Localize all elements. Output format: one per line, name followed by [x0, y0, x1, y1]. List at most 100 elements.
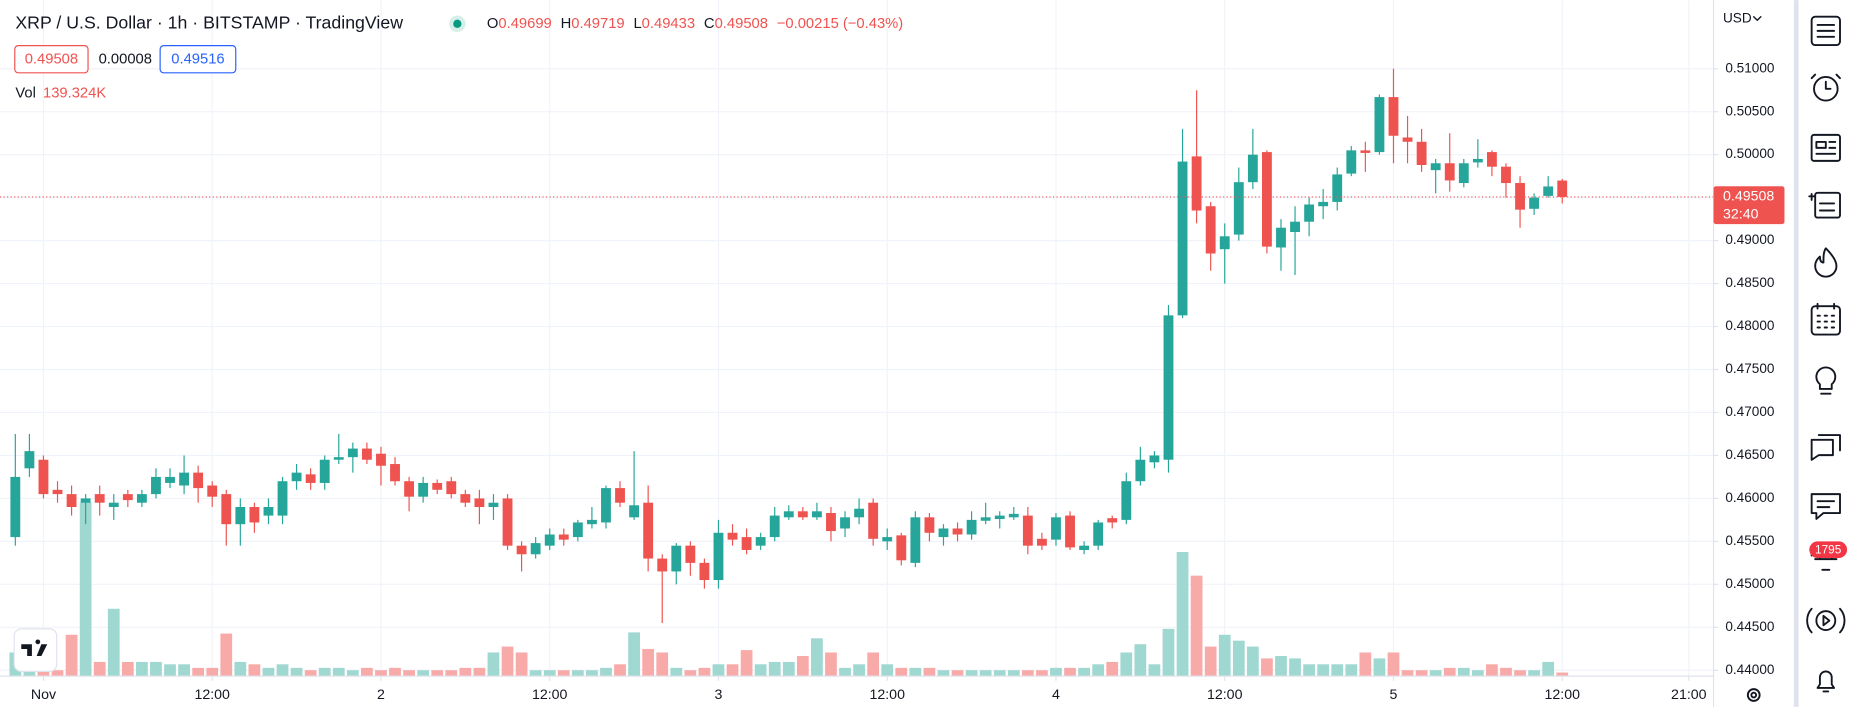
icon-circle[interactable]: [1815, 610, 1837, 631]
icon-lines[interactable]: [1815, 141, 1837, 155]
candle-body: [24, 451, 35, 469]
candle-body: [924, 517, 935, 533]
currency-select[interactable]: USD: [1723, 11, 1752, 26]
chats-icon[interactable]: [1810, 434, 1841, 461]
icon-grid[interactable]: [1816, 302, 1836, 329]
logo-box[interactable]: [13, 628, 58, 672]
spread: 0.00008: [99, 52, 152, 68]
icon-frame[interactable]: [1814, 191, 1841, 219]
logo[interactable]: [21, 639, 48, 657]
watchlist-icon[interactable]: [1810, 15, 1841, 47]
volume-bar: [178, 664, 190, 677]
icon-clock[interactable]: [1813, 76, 1839, 102]
volume-bar: [1345, 664, 1358, 677]
candle-body: [1149, 455, 1160, 463]
candle-body: [80, 498, 91, 503]
streams-icon[interactable]: [1806, 607, 1846, 634]
volume-bar: [1317, 664, 1330, 677]
help-icon[interactable]: [1816, 670, 1836, 693]
x-tick-label: Nov: [31, 687, 57, 703]
ohlc-value: 0.49508: [715, 16, 768, 32]
candle-body: [1079, 545, 1090, 550]
icon-bubble[interactable]: [1810, 493, 1841, 520]
volume-bar: [487, 652, 500, 677]
candle-body: [1276, 227, 1286, 248]
news-icon[interactable]: [1810, 133, 1841, 162]
hotlist-icon[interactable]: [1814, 247, 1838, 278]
badge[interactable]: [1809, 541, 1848, 558]
candle-body: [1247, 154, 1258, 183]
bid-price[interactable]: 0.49508: [25, 52, 78, 68]
icon-frame[interactable]: [1810, 305, 1841, 336]
status-dot: [453, 19, 462, 28]
volume-bar: [965, 670, 978, 677]
x-tick-label: 12:00: [532, 687, 568, 703]
icon-flame[interactable]: [1814, 247, 1838, 278]
bid-box[interactable]: [14, 45, 89, 74]
volume-bar: [557, 670, 570, 677]
candle-body: [938, 528, 949, 538]
y-tick-label: 0.45000: [1725, 576, 1775, 591]
volume-bar: [839, 667, 851, 677]
volume-bar: [459, 667, 472, 677]
volume-bar: [796, 656, 809, 677]
icon-bell[interactable]: [1816, 670, 1836, 693]
volume-bar: [543, 670, 556, 677]
icon-frame[interactable]: [1810, 15, 1841, 47]
candle-body: [797, 511, 808, 518]
candle-body: [1093, 522, 1104, 546]
candle-body: [52, 489, 63, 495]
volume-bar: [417, 670, 430, 677]
volume-bar: [586, 670, 598, 677]
calendar-icon[interactable]: [1810, 302, 1841, 336]
candle-body: [811, 511, 822, 518]
candle-body: [305, 474, 316, 483]
volume-bar: [993, 670, 1006, 677]
volume-bar: [1401, 670, 1414, 677]
candle-body: [66, 494, 77, 507]
candle-body: [319, 459, 330, 483]
messages-icon[interactable]: [1810, 493, 1841, 520]
candle-body: [826, 513, 836, 532]
ask-box[interactable]: [159, 45, 237, 74]
datawindow-icon[interactable]: [1808, 191, 1841, 219]
ohlc-label: L: [633, 16, 641, 32]
last-price-tag: [1713, 186, 1785, 225]
icon-play[interactable]: [1806, 607, 1846, 634]
ask-price[interactable]: 0.49516: [171, 52, 224, 68]
settings-icon[interactable]: [1746, 688, 1761, 702]
currency-chevron[interactable]: [1753, 15, 1762, 21]
alerts-icon[interactable]: [1810, 73, 1841, 102]
icon-lines[interactable]: [1816, 24, 1836, 38]
icon-bulb[interactable]: [1815, 366, 1837, 395]
candle-body: [10, 476, 21, 538]
candle-body: [1233, 182, 1244, 235]
candle-body: [1416, 141, 1427, 165]
ideas-icon[interactable]: [1815, 366, 1837, 395]
candle-body: [952, 528, 963, 535]
candle-body: [361, 448, 372, 460]
symbol-title[interactable]: XRP / U.S. Dollar · 1h · BITSTAMP · Trad…: [15, 12, 403, 32]
icon-frame[interactable]: [1810, 133, 1841, 162]
y-tick-label: 0.50000: [1725, 146, 1775, 161]
volume-label: Vol: [15, 85, 36, 101]
candle-body: [108, 502, 119, 507]
candle-body: [966, 519, 977, 535]
icon-bubbles[interactable]: [1810, 434, 1841, 461]
volume-bar: [754, 664, 767, 677]
candle-body: [1163, 315, 1174, 460]
candle-body: [151, 476, 161, 495]
candle-body: [460, 494, 471, 503]
volume-bar: [65, 634, 78, 677]
volume-bar: [1443, 667, 1456, 677]
icon-hands[interactable]: [1810, 73, 1841, 90]
gear-center[interactable]: [1750, 691, 1758, 699]
gear[interactable]: [1746, 688, 1761, 702]
candle-body: [1360, 150, 1371, 153]
volume-bar: [1289, 658, 1301, 677]
badge-count[interactable]: 1795: [1815, 542, 1842, 556]
candle-body: [235, 506, 246, 525]
volume-bar: [51, 670, 64, 677]
icon-lines[interactable]: [1808, 193, 1836, 212]
candle-body: [1261, 152, 1272, 247]
